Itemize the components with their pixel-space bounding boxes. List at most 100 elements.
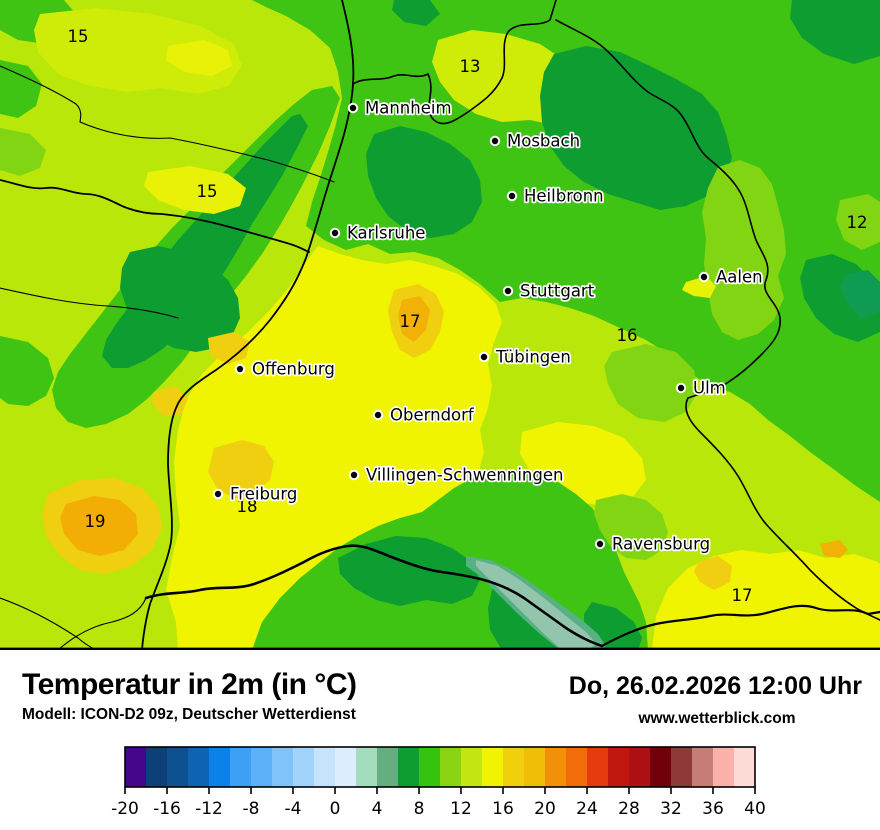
city-dot — [372, 409, 384, 421]
temperature-region — [60, 496, 138, 556]
city-marker-ravensburg: Ravensburg — [594, 533, 712, 555]
colorbar-segments — [125, 747, 755, 787]
temperature-region — [392, 0, 440, 26]
city-label: Mosbach — [507, 132, 580, 151]
city-dot — [506, 190, 518, 202]
city-label: Stuttgart — [520, 282, 595, 301]
city-dot — [348, 469, 360, 481]
city-marker-villingen-schwenningen: Villingen-Schwenningen — [348, 464, 565, 486]
city-marker-offenburg: Offenburg — [234, 358, 337, 380]
border-austria — [600, 604, 880, 648]
temperature-region — [120, 246, 240, 352]
border-french-1 — [0, 65, 335, 183]
colorbar-segment — [440, 747, 461, 787]
colorbar-segment — [356, 747, 377, 787]
border-lauter — [0, 179, 310, 253]
city-marker-karlsruhe: Karlsruhe — [329, 222, 427, 244]
temperature-region — [208, 332, 250, 364]
city-label: Ulm — [693, 379, 726, 398]
border-north — [352, 0, 557, 125]
colorbar-segment — [377, 747, 398, 787]
colorbar-tick-label: 8 — [414, 799, 425, 819]
city-label: Tübingen — [495, 348, 571, 367]
colorbar-segment — [209, 747, 230, 787]
temperature-value-label: 16 — [617, 326, 638, 345]
colorbar-segment — [734, 747, 755, 787]
city-dot — [329, 227, 341, 239]
city-label: Ravensburg — [612, 535, 710, 554]
city-dot — [347, 102, 359, 114]
temperature-region — [682, 276, 716, 298]
colorbar-segment — [524, 747, 545, 787]
temperature-region — [208, 440, 274, 498]
city-marker-aalen: Aalen — [698, 266, 764, 288]
colorbar-segment — [188, 747, 209, 787]
colorbar-segment — [545, 747, 566, 787]
colorbar-segment — [692, 747, 713, 787]
city-label: Heilbronn — [524, 187, 604, 206]
city-marker-oberndorf: Oberndorf — [372, 404, 477, 426]
colorbar-segment — [503, 747, 524, 787]
city-label: Freiburg — [230, 485, 297, 504]
temperature-region — [604, 344, 698, 422]
colorbar-segment — [629, 747, 650, 787]
city-dot — [502, 285, 514, 297]
city-label: Karlsruhe — [347, 224, 425, 243]
city-dot — [212, 488, 224, 500]
colorbar-tick-label: 24 — [576, 799, 598, 819]
colorbar-segment — [398, 747, 419, 787]
colorbar-tick-label: 20 — [534, 799, 556, 819]
colorbar-tick-label: 32 — [660, 799, 682, 819]
border-swiss — [144, 544, 604, 648]
temperature-region — [0, 128, 46, 176]
city-marker-t-bingen: Tübingen — [478, 346, 573, 368]
colorbar-segment — [251, 747, 272, 787]
colorbar-segment — [419, 747, 440, 787]
colorbar-segment — [146, 747, 167, 787]
weather-map: 15 13 15 12 17 16 18 19 17 Mannheim Mosbach Heilbr… — [0, 0, 880, 650]
colorbar-segment — [608, 747, 629, 787]
temperature-value-label: 15 — [197, 182, 218, 201]
colorbar-ticks — [124, 787, 756, 794]
city-marker-mosbach: Mosbach — [489, 130, 582, 152]
city-dot — [489, 135, 501, 147]
colorbar-segment — [587, 747, 608, 787]
city-marker-mannheim: Mannheim — [347, 97, 453, 119]
city-dot — [675, 382, 687, 394]
temperature-region — [252, 0, 880, 502]
temperature-region — [694, 556, 732, 590]
temperature-region — [152, 386, 188, 416]
city-dot — [698, 271, 710, 283]
colorbar-tick-label: 28 — [618, 799, 640, 819]
temperature-region — [0, 60, 42, 118]
colorbar-segment — [461, 747, 482, 787]
temperature-labels-layer: 15 13 15 12 17 16 18 19 17 — [68, 27, 868, 605]
city-label: Villingen-Schwenningen — [366, 466, 563, 485]
map-footer: Temperatur in 2m (in °C) Modell: ICON-D2… — [0, 650, 880, 830]
temperature-region — [366, 126, 482, 238]
temperature-value-label: 19 — [85, 512, 106, 531]
city-label: Offenburg — [252, 360, 335, 379]
temperature-value-label: 15 — [68, 27, 89, 46]
temperature-region — [0, 336, 54, 406]
border-rhine — [141, 0, 355, 650]
website-credit: www.wetterblick.com — [638, 710, 796, 727]
city-markers-layer: Mannheim Mosbach Heilbronn Karlsruhe Stuttga… — [212, 97, 764, 555]
colorbar-tick-labels: -20 -16 -12 -8 -4 0 4 8 12 16 20 24 28 32 36 40 — [111, 799, 766, 819]
colorbar-segment — [272, 747, 293, 787]
border-layer — [0, 0, 880, 650]
temperature-value-label: 12 — [847, 213, 868, 232]
city-dot — [234, 363, 246, 375]
city-label: Oberndorf — [390, 406, 475, 425]
colorbar-segment — [713, 747, 734, 787]
temperature-fill-layer — [0, 0, 880, 650]
model-subtitle: Modell: ICON-D2 09z, Deutscher Wetterdie… — [22, 706, 356, 723]
temperature-region — [820, 540, 848, 558]
temperature-region — [540, 46, 732, 210]
city-dot — [594, 538, 606, 550]
temperature-colorbar-legend: -20 -16 -12 -8 -4 0 4 8 12 16 20 24 28 32 36 40 — [111, 746, 766, 819]
temperature-region — [790, 0, 880, 64]
city-marker-stuttgart: Stuttgart — [502, 280, 596, 302]
colorbar-segment — [335, 747, 356, 787]
colorbar-tick-label: -8 — [243, 799, 260, 819]
